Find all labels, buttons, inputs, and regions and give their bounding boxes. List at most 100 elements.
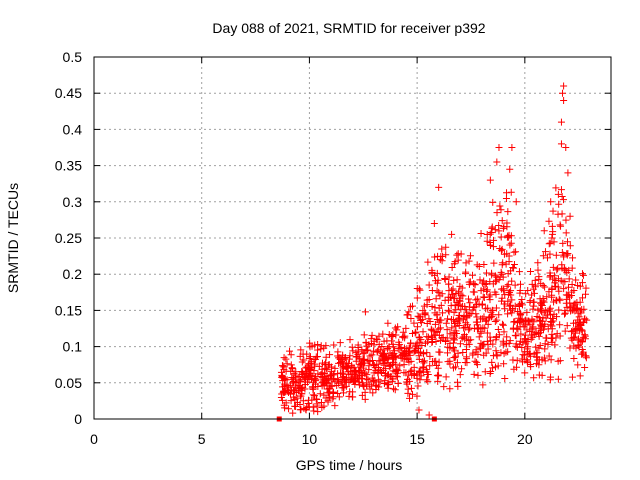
data-point — [495, 144, 503, 151]
data-point — [423, 296, 431, 304]
data-point — [445, 273, 453, 281]
data-point — [299, 397, 307, 405]
data-point — [413, 392, 421, 400]
data-point — [454, 319, 462, 327]
data-point — [578, 294, 586, 302]
data-point — [424, 258, 432, 266]
data-point — [280, 354, 288, 362]
x-tick-label: 15 — [409, 431, 425, 447]
data-point — [483, 286, 491, 294]
data-point — [557, 140, 565, 148]
data-point — [392, 331, 400, 339]
data-point — [555, 287, 563, 295]
data-point — [552, 276, 560, 284]
data-point — [420, 350, 428, 358]
data-point — [442, 251, 450, 259]
data-point — [466, 252, 474, 260]
data-point — [464, 321, 472, 329]
data-point — [560, 285, 568, 293]
data-point — [438, 245, 446, 253]
data-point — [356, 355, 364, 363]
y-tick-label: 0.4 — [63, 121, 83, 137]
data-point — [507, 239, 515, 247]
data-point — [559, 239, 567, 247]
data-point — [529, 305, 537, 313]
y-tick-label: 0.15 — [55, 302, 82, 318]
data-point — [552, 334, 560, 342]
data-point — [331, 402, 339, 410]
data-point — [419, 358, 427, 366]
data-point — [515, 268, 523, 276]
data-point — [405, 308, 413, 316]
data-point — [394, 379, 402, 387]
data-point — [392, 360, 400, 368]
data-point — [491, 272, 499, 280]
data-point — [500, 328, 508, 336]
data-point — [450, 276, 458, 284]
data-point — [428, 302, 436, 310]
data-point — [550, 238, 558, 246]
data-point — [497, 268, 505, 276]
data-point — [530, 289, 538, 297]
data-point — [363, 342, 371, 350]
data-point — [495, 221, 503, 229]
data-point — [551, 341, 559, 349]
data-point — [430, 220, 438, 228]
data-point — [283, 387, 291, 395]
data-point — [574, 309, 582, 317]
data-point — [423, 320, 431, 328]
y-axis-title: SRMTID / TECUs — [5, 183, 21, 293]
x-tick-label: 0 — [90, 431, 98, 447]
data-point — [394, 323, 402, 331]
data-point — [528, 291, 536, 299]
data-point — [466, 299, 474, 307]
data-point — [318, 382, 326, 390]
data-point — [354, 350, 362, 358]
data-point — [421, 310, 429, 318]
data-point — [400, 369, 408, 377]
data-point — [314, 408, 322, 416]
data-point — [311, 341, 319, 349]
data-point — [470, 370, 478, 378]
data-point — [490, 236, 498, 244]
data-point — [546, 269, 554, 277]
data-point — [492, 304, 500, 312]
data-point — [442, 373, 450, 381]
data-point — [408, 366, 416, 374]
data-point — [537, 280, 545, 288]
data-point — [517, 330, 525, 338]
data-point — [483, 231, 491, 239]
data-point — [558, 210, 566, 218]
data-point — [509, 356, 517, 364]
data-point — [502, 260, 510, 268]
data-point — [526, 297, 534, 305]
data-point — [406, 368, 414, 376]
data-point — [431, 320, 439, 328]
data-point — [546, 239, 554, 247]
chart-title: Day 088 of 2021, SRMTID for receiver p39… — [212, 20, 485, 36]
data-point — [384, 319, 392, 327]
data-point — [319, 378, 327, 386]
data-point — [286, 347, 294, 355]
data-point — [300, 373, 308, 381]
data-point — [385, 380, 393, 388]
data-point — [465, 257, 473, 265]
data-point — [567, 328, 575, 336]
data-point — [484, 320, 492, 328]
data-point — [301, 385, 309, 393]
data-point — [487, 228, 495, 236]
data-point — [436, 348, 444, 356]
data-point — [450, 347, 458, 355]
data-point — [581, 332, 589, 340]
data-point — [443, 326, 451, 334]
data-point — [562, 216, 570, 224]
data-point — [497, 206, 505, 214]
data-point — [446, 330, 454, 338]
data-point — [382, 365, 390, 373]
data-point — [416, 376, 424, 384]
data-point — [527, 335, 535, 343]
data-point — [558, 248, 566, 256]
data-point — [575, 318, 583, 326]
data-point — [560, 96, 568, 104]
data-point — [406, 394, 414, 402]
